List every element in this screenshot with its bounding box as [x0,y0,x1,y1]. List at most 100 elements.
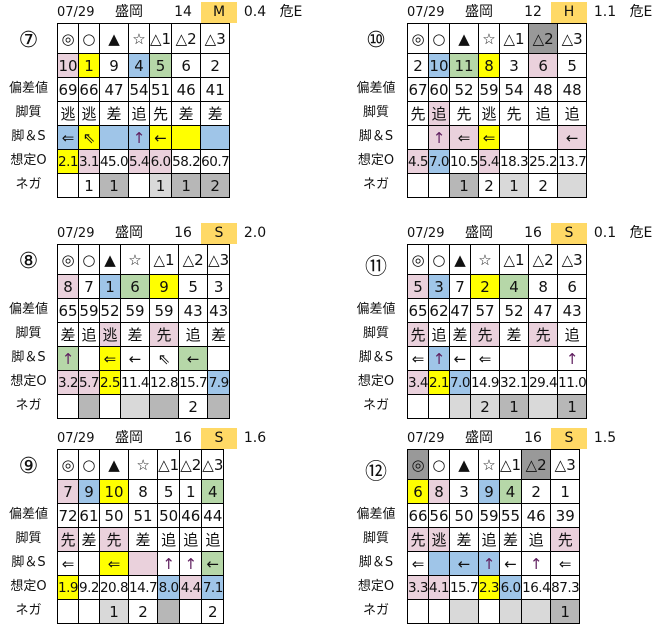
race-grade: S [551,428,587,449]
negative-count-cell: 1 [149,173,173,198]
expected-odds-cell: 20.8 [98,575,130,600]
horse-number-cell: 6 [171,53,202,78]
negative-count-cell: 1 [98,173,130,198]
deviation-cell: 65 [57,298,79,323]
negative-count-cell: 1 [77,173,100,198]
pace-arrow-cell [77,346,100,371]
expected-odds-row: 3.4 2.1 7.0 14.9 32.1 29.4 11.0 [407,370,588,395]
row-label: 偏差値 [8,81,48,96]
pace-arrow-cell [128,551,159,576]
mark-cell: △2 [178,244,209,275]
race-grade: H [551,2,587,23]
expected-odds-cell: 16.4 [521,575,552,600]
deviation-cell: 65 [407,298,429,323]
row-label: 脚質 [362,531,389,546]
pace-arrow-cell: ⇖ [77,125,100,150]
expected-odds-cell: 4.5 [407,149,429,174]
race-number: ⑦ [18,28,39,53]
mark-cell: ☆ [119,244,151,275]
running-style-cell: 先 [550,527,581,552]
row-label: 想定O [10,579,47,594]
negative-count-cell: 2 [469,394,501,419]
expected-odds-row: 3.2 5.7 2.5 11.4 12.8 15.7 7.9 [57,370,231,395]
expected-odds-cell: 7.0 [427,149,450,174]
negative-count-cell [478,599,501,624]
deviation-cell: 43 [557,298,588,323]
row-label: ネガ [362,603,389,618]
race-date: 07/29 [57,431,95,446]
expected-odds-cell: 45.0 [98,149,130,174]
negative-count-cell [528,394,559,419]
expected-odds-cell: 6.0 [499,575,523,600]
deviation-cell: 54 [128,77,151,102]
mark-cell: △2 [179,449,203,480]
row-label: ネガ [362,398,389,413]
running-style-cell: 先 [149,101,173,126]
negative-count-cell [207,394,231,419]
negative-count-cell [77,394,100,419]
race-value: 0.4 [243,4,267,20]
horse-number-cell: 6 [407,479,429,504]
negative-count-cell [157,599,181,624]
expected-odds-cell: 4.1 [427,575,450,600]
negative-count-cell [448,394,471,419]
pace-arrow-cell: ⇐ [98,551,130,576]
negative-count-cell: 1 [499,173,530,198]
pace-arrow-cell: ← [201,551,225,576]
negative-count-cell: 2 [178,394,209,419]
negative-count-cell [98,394,121,419]
negative-count-cell [499,599,523,624]
mark-cell: ☆ [469,244,501,275]
row-label: 脚質 [362,326,389,341]
pace-arrow-cell [499,125,530,150]
running-style-cell: 逃 [57,101,79,126]
negative-count-cell: 1 [98,599,130,624]
expected-odds-cell: 2.1 [427,370,450,395]
race-number: ⑨ [18,454,39,479]
expected-odds-row: 3.3 4.1 15.7 2.3 6.0 16.4 87.3 [407,575,581,600]
risk-label: 危E [279,4,303,20]
row-label: ネガ [362,177,389,192]
deviation-cell: 39 [550,503,581,528]
pace-arrow-cell: ← [178,346,209,371]
horse-number-cell: 8 [528,274,559,299]
deviation-cell: 43 [207,298,231,323]
pace-arrow-cell: ⇐ [57,551,79,576]
running-style-row: 逃逃差追先差差 [57,101,231,126]
running-style-cell: 追 [201,527,225,552]
symbol-row: ◎ ○ ▲ ☆ △1 △2 △3 [407,23,588,54]
pace-arrow-row: ⇐ ← ↑ ← ↑ ⇐ [407,551,581,576]
running-style-cell: 追 [427,101,450,126]
mark-cell: △3 [557,244,588,275]
pick-table: ◎ ○ ▲ ☆ △1 △2 △3 8 7 1 6 9 5 3 65 59 52 59 59 43 43 差追逃差先追差 ↑ ⇐… [57,244,231,419]
race-venue: 盛岡 [465,225,493,241]
negative-count-cell [77,599,100,624]
expected-odds-cell: 11.4 [119,370,151,395]
race-date: 07/29 [407,226,445,241]
race-number: ⑧ [18,249,39,274]
horse-number-cell: 1 [550,479,581,504]
row-label: 偏差値 [356,507,396,522]
row-label: 脚質 [362,105,389,120]
expected-odds-cell: 1.9 [57,575,79,600]
expected-odds-cell: 2.1 [57,149,79,174]
deviation-cell: 46 [171,77,202,102]
horse-number-cell: 7 [448,274,471,299]
horse-number-cell: 8 [478,53,501,78]
running-style-cell: 追 [179,527,203,552]
horse-number-cell: 8 [57,274,79,299]
negative-count-cell: 2 [528,173,559,198]
negative-count-cell [427,173,450,198]
horse-number-cell: 10 [57,53,79,78]
horse-number-cell: 9 [98,53,130,78]
deviation-cell: 59 [478,503,501,528]
pace-arrow-cell [499,346,530,371]
negative-count-cell: 1 [557,394,588,419]
deviation-cell: 48 [557,77,588,102]
deviation-cell: 69 [57,77,79,102]
horse-number-cell: 3 [499,53,530,78]
horse-number-cell: 4 [499,479,523,504]
row-label: ネガ [15,398,42,413]
expected-odds-cell: 18.3 [499,149,530,174]
